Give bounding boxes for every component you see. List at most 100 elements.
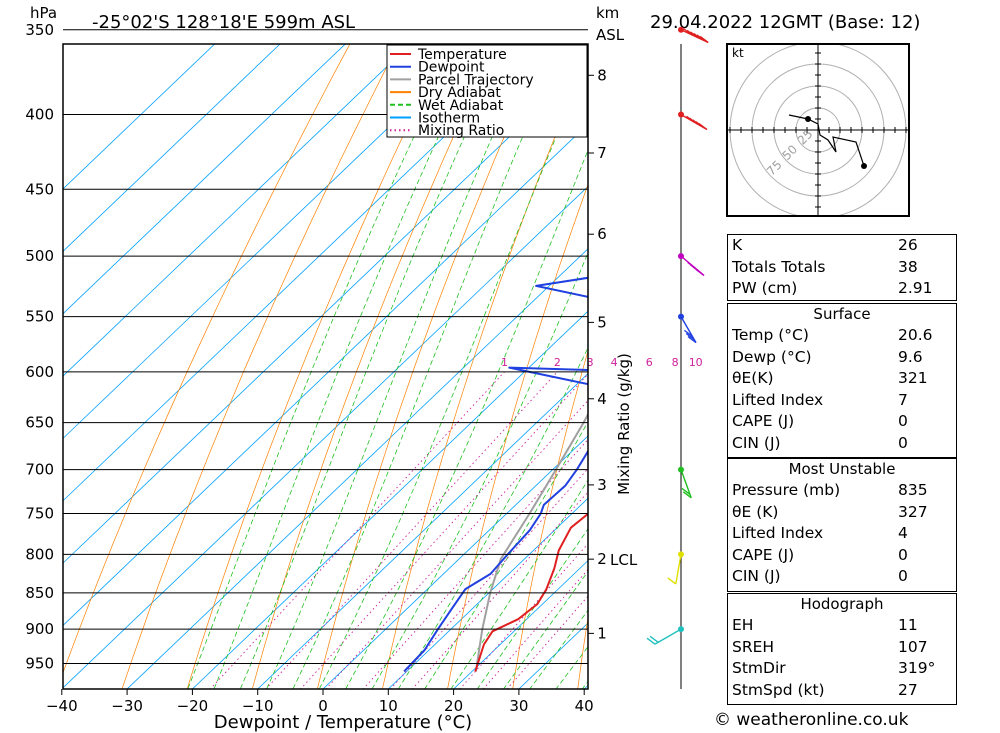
- wind-barb: [678, 313, 697, 344]
- wind-barb-dot: [678, 626, 684, 633]
- surface-label: Temp (°C): [732, 326, 809, 344]
- hodograph-point: [805, 116, 811, 122]
- km-tick-label: 5: [597, 313, 607, 331]
- wind-barb-dot: [678, 466, 684, 473]
- legend-label: Mixing Ratio: [418, 123, 504, 139]
- wind-barb-flag: [689, 31, 699, 39]
- pressure-tick-label: 600: [25, 363, 54, 381]
- hodo-label: SREH: [732, 637, 775, 656]
- hodo-row: StmSpd (kt) 27: [728, 680, 956, 702]
- pressure-tick-label: 650: [25, 414, 54, 432]
- index-row-totals: Totals Totals 38: [728, 257, 956, 279]
- legend-label: Dewpoint: [418, 60, 485, 76]
- index-label: Totals Totals: [732, 257, 826, 276]
- wind-barb-flag: [696, 34, 706, 42]
- asl-unit-label: ASL: [596, 26, 625, 44]
- hodo-label: StmSpd (kt): [732, 680, 825, 699]
- pressure-tick-label: 850: [25, 584, 54, 602]
- wind-barb-flag: [681, 487, 691, 496]
- hodo-value: 107: [898, 637, 928, 656]
- wind-barb-staff: [675, 554, 682, 585]
- x-tick-label: −10: [242, 697, 274, 715]
- surface-title: Surface: [813, 305, 871, 323]
- hodo-label: StmDir: [732, 659, 786, 677]
- wet-adiabat: [397, 346, 588, 689]
- mu-label: Pressure (mb): [732, 481, 841, 499]
- mu-value: 0: [898, 567, 908, 585]
- dry-adiabat: [447, 183, 588, 689]
- mixing-ratio-line: [299, 373, 588, 689]
- mixing-ratio-line: [325, 399, 588, 689]
- wind-barb-flag: [685, 332, 695, 341]
- wind-barb-flag: [683, 28, 693, 36]
- wet-adiabat: [213, 44, 483, 689]
- wet-adiabat: [292, 44, 564, 689]
- hodograph-point: [861, 163, 867, 169]
- location-title: -25°02'S 128°18'E 599m ASL: [92, 12, 356, 33]
- km-tick-label: 4: [597, 390, 607, 408]
- mixing-ratio-label: 2: [554, 356, 561, 369]
- hodo-value: 27: [898, 680, 918, 699]
- km-unit-label: km: [596, 4, 620, 22]
- surface-row: CAPE (J) 0: [728, 411, 956, 433]
- wind-barb-dot: [678, 26, 684, 33]
- km-tick-label: 3: [597, 476, 607, 494]
- hodograph-panel: Hodograph EH 11 SREH 107 StmDir 319° StmSpd…: [727, 593, 957, 705]
- surface-row: Lifted Index 7: [728, 390, 956, 412]
- wet-adiabat: [187, 44, 459, 689]
- surface-row: Dewp (°C) 9.6: [728, 347, 956, 369]
- mixing-ratio-line: [265, 371, 558, 689]
- wind-barb-flag: [667, 577, 677, 585]
- hodo-row: SREH 107: [728, 637, 956, 659]
- wind-barb: [667, 551, 684, 585]
- wind-barb-flag: [646, 637, 656, 645]
- wind-barb-flag: [687, 261, 697, 270]
- wind-barb-dot: [678, 111, 684, 118]
- wind-barb-staff: [680, 469, 692, 499]
- isotherm-line: [63, 44, 216, 190]
- mixing-ratio-label: 10: [689, 356, 703, 369]
- most-unstable-title: Most Unstable: [788, 460, 896, 478]
- surface-panel: Surface Temp (°C) 20.6 Dewp (°C) 9.6 θE(K)…: [727, 303, 957, 458]
- wind-barb: [678, 253, 705, 276]
- mixing-ratio-label: 3: [587, 356, 594, 369]
- temperature-line: [474, 512, 588, 672]
- pressure-tick-label: 450: [25, 180, 54, 198]
- lcl-label: LCL: [610, 551, 638, 569]
- index-value: 38: [898, 257, 918, 276]
- mixing-ratio-line: [209, 371, 505, 689]
- dry-adiabat: [966, 0, 1000, 696]
- mu-row: θE (K) 327: [728, 502, 956, 524]
- legend-label: Wet Adiabat: [418, 98, 504, 114]
- hodo-value: 11: [898, 616, 918, 634]
- pressure-tick-label: 500: [25, 247, 54, 265]
- x-tick-label: −20: [177, 697, 209, 715]
- surface-label: CAPE (J): [732, 412, 795, 430]
- surface-row: θE(K) 321: [728, 368, 956, 390]
- isotherm-line: [388, 497, 588, 689]
- mixing-ratio-label: 8: [672, 356, 679, 369]
- mu-label: Lifted Index: [732, 524, 824, 542]
- parcel-trajectory-line: [474, 412, 588, 672]
- pressure-tick-label: 900: [25, 620, 54, 638]
- surface-label: Lifted Index: [732, 390, 824, 409]
- isotherm-line: [192, 310, 588, 689]
- isotherm-line: [63, 123, 588, 627]
- wind-barb-flag: [682, 491, 692, 499]
- isotherm-line: [63, 61, 588, 564]
- wind-barb-flag: [686, 115, 695, 123]
- km-tick-label: 7: [597, 144, 607, 162]
- km-tick-label: 8: [597, 66, 607, 84]
- wet-adiabat: [345, 149, 588, 689]
- km-tick-label: 1: [597, 624, 607, 642]
- x-tick-label: −40: [46, 697, 78, 715]
- dewpoint-line: [403, 276, 588, 673]
- pressure-tick-label: 400: [25, 106, 54, 124]
- mu-value: 327: [898, 502, 928, 521]
- x-tick-label: 40: [575, 697, 594, 715]
- hodograph-unit-label: kt: [732, 46, 744, 60]
- surface-value: 20.6: [898, 326, 933, 344]
- index-row-k: K 26: [728, 235, 956, 257]
